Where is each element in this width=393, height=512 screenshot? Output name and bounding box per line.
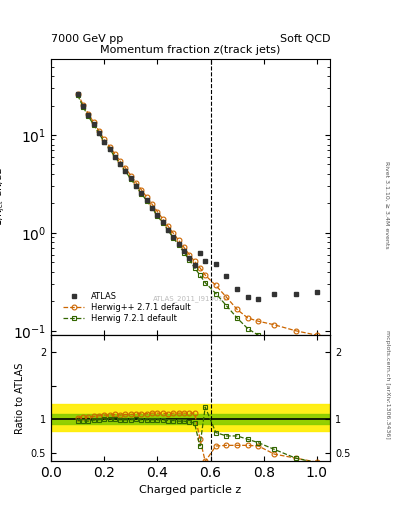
- Text: 7000 GeV pp: 7000 GeV pp: [51, 33, 123, 44]
- Bar: [51, 414, 330, 424]
- Legend: ATLAS, Herwig++ 2.7.1 default, Herwig 7.2.1 default: ATLAS, Herwig++ 2.7.1 default, Herwig 7.…: [60, 288, 194, 326]
- Text: ATLAS_2011_I919017: ATLAS_2011_I919017: [153, 295, 228, 302]
- Text: mcplots.cern.ch [arXiv:1306.3436]: mcplots.cern.ch [arXiv:1306.3436]: [385, 330, 389, 438]
- Y-axis label: 1/N$_{jet}$ dN/dz: 1/N$_{jet}$ dN/dz: [0, 168, 7, 226]
- Bar: [51, 404, 330, 431]
- Title: Momentum fraction z(track jets): Momentum fraction z(track jets): [101, 46, 281, 55]
- Y-axis label: Ratio to ATLAS: Ratio to ATLAS: [15, 362, 25, 434]
- Text: Rivet 3.1.10, ≥ 3.4M events: Rivet 3.1.10, ≥ 3.4M events: [385, 161, 389, 249]
- X-axis label: Charged particle z: Charged particle z: [140, 485, 242, 495]
- Text: Soft QCD: Soft QCD: [280, 33, 330, 44]
